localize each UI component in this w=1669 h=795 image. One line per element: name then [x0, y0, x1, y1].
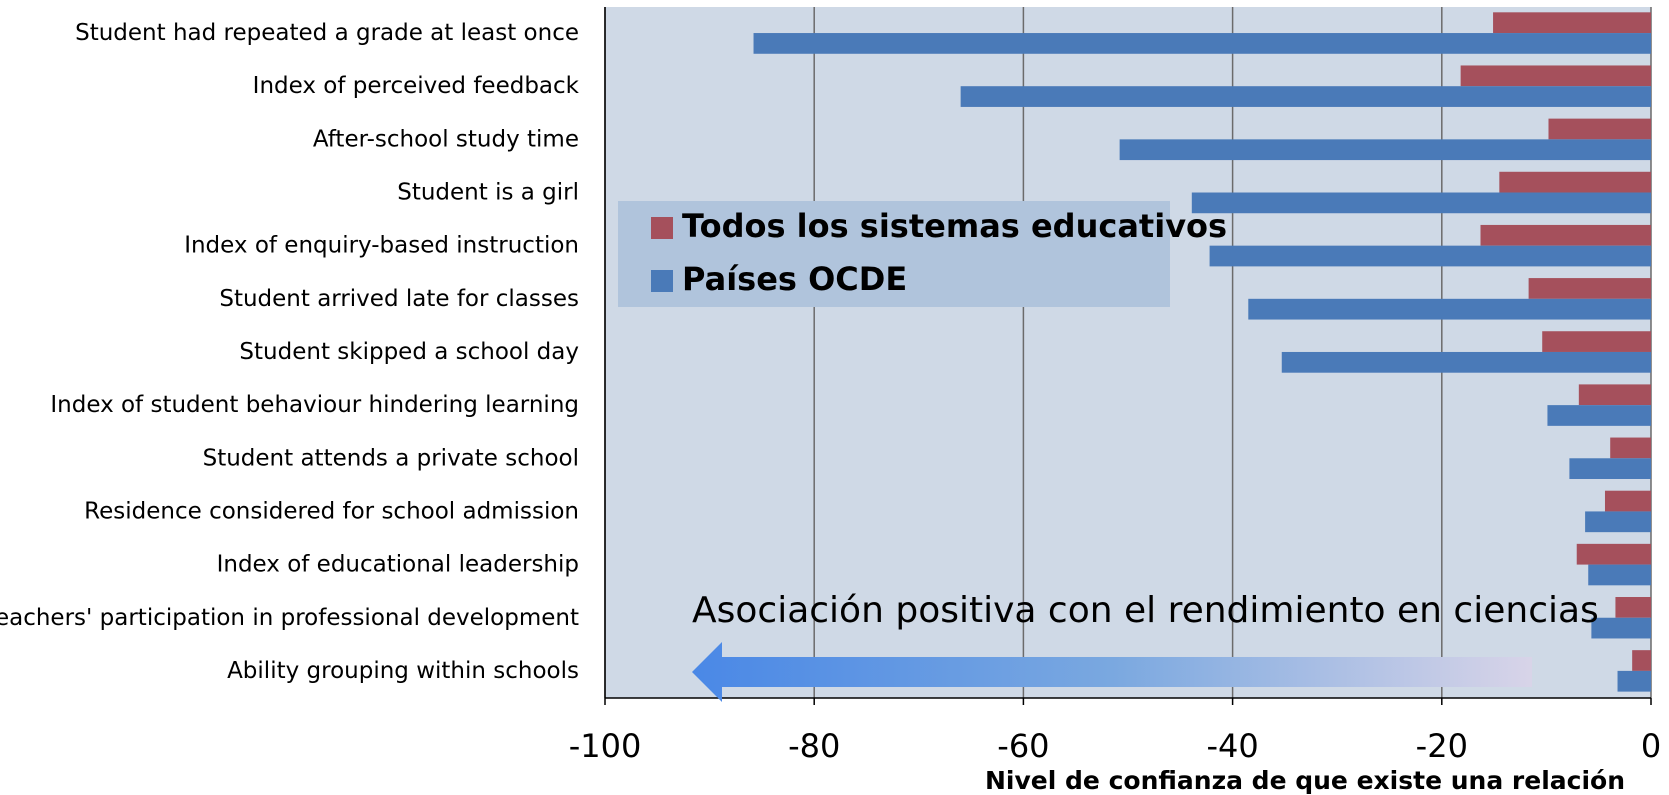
bar — [1569, 458, 1651, 480]
bar — [1615, 597, 1651, 618]
bar — [1542, 331, 1651, 352]
bar — [1480, 224, 1651, 246]
y-tick-label: Index of perceived feedback — [253, 73, 580, 99]
bar — [1281, 351, 1651, 373]
x-tick-label: 0 — [1641, 727, 1661, 765]
y-tick-label: Residence considered for school admissio… — [84, 498, 579, 524]
x-axis-title: Nivel de confianza de que existe una rel… — [985, 766, 1625, 795]
bar — [1547, 405, 1651, 426]
annotation: Asociación positiva con el rendimiento e… — [692, 590, 1599, 631]
bar — [1604, 490, 1651, 512]
x-tick-label: -80 — [788, 727, 840, 765]
y-tick-label: Student is a girl — [397, 180, 579, 206]
bar — [1576, 543, 1651, 565]
arrow — [692, 642, 1532, 702]
bar — [1617, 670, 1651, 692]
x-tick-label: -40 — [1206, 727, 1258, 765]
x-tick-label: -60 — [997, 727, 1049, 765]
bar — [1588, 564, 1651, 586]
legend-swatch — [651, 270, 673, 292]
bar — [1460, 65, 1651, 87]
legend-label: Países OCDE — [682, 260, 907, 298]
y-tick-label: Student had repeated a grade at least on… — [75, 20, 579, 46]
bar — [960, 86, 1651, 107]
y-tick-label: Teachers' participation in professional … — [0, 605, 579, 631]
y-tick-label: Student attends a private school — [203, 445, 579, 471]
y-tick-label: After-school study time — [313, 126, 579, 152]
y-tick-label: Student arrived late for classes — [219, 286, 579, 312]
legend-label: Todos los sistemas educativos — [682, 207, 1227, 245]
bar — [1248, 298, 1651, 320]
bar — [1585, 511, 1651, 533]
bar — [1578, 384, 1651, 406]
bar — [1548, 118, 1651, 140]
bar — [1209, 245, 1651, 267]
bar — [1632, 650, 1651, 671]
bar — [1119, 139, 1651, 161]
legend-swatch — [651, 217, 673, 239]
x-tick-label: -20 — [1416, 727, 1468, 765]
bar — [1191, 192, 1651, 214]
x-tick-label: -100 — [569, 727, 642, 765]
y-tick-label: Index of student behaviour hindering lea… — [50, 392, 579, 418]
legend-box — [618, 201, 1170, 307]
bar — [1528, 278, 1651, 299]
y-tick-label: Index of educational leadership — [217, 552, 579, 578]
y-tick-label: Student skipped a school day — [239, 339, 579, 365]
bar — [1591, 617, 1651, 639]
y-tick-label: Index of enquiry-based instruction — [184, 233, 579, 259]
bar — [1499, 171, 1651, 193]
bar — [753, 33, 1651, 54]
y-tick-label: Ability grouping within schools — [227, 658, 579, 684]
bar — [1493, 12, 1651, 34]
bar — [1610, 437, 1651, 459]
